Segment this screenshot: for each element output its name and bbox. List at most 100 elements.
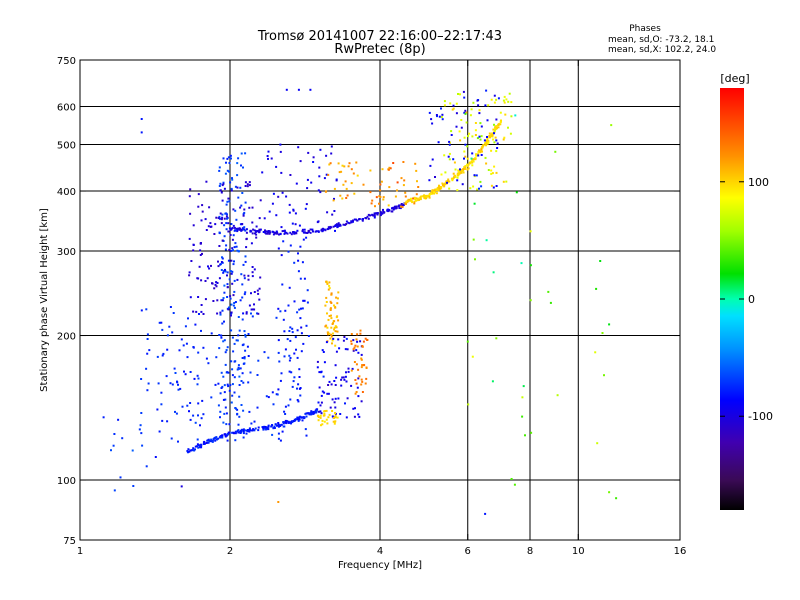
data-point bbox=[449, 102, 452, 105]
data-point bbox=[478, 187, 480, 190]
data-point bbox=[273, 232, 276, 234]
data-point bbox=[257, 312, 260, 315]
data-point bbox=[402, 204, 405, 206]
data-point bbox=[207, 225, 210, 228]
data-point bbox=[286, 338, 289, 341]
data-point bbox=[334, 330, 337, 333]
data-point bbox=[219, 435, 222, 438]
data-point bbox=[112, 444, 115, 447]
data-point bbox=[226, 169, 229, 172]
data-point bbox=[196, 438, 199, 441]
data-point bbox=[450, 134, 453, 136]
data-point bbox=[336, 302, 339, 305]
data-point bbox=[330, 326, 333, 329]
data-point bbox=[484, 512, 487, 515]
data-point bbox=[357, 377, 360, 380]
data-point bbox=[194, 445, 197, 448]
data-point bbox=[233, 376, 236, 379]
data-point bbox=[448, 140, 451, 143]
data-point bbox=[452, 158, 455, 161]
data-point bbox=[231, 336, 234, 339]
data-point bbox=[457, 93, 459, 95]
data-point bbox=[225, 434, 228, 437]
data-point bbox=[233, 302, 236, 304]
data-point bbox=[217, 217, 220, 220]
data-point bbox=[201, 204, 204, 207]
data-point bbox=[360, 358, 363, 361]
data-point bbox=[237, 334, 240, 337]
data-point bbox=[459, 139, 462, 142]
data-point bbox=[296, 356, 299, 359]
data-point bbox=[248, 184, 251, 187]
data-point bbox=[334, 406, 337, 409]
data-point bbox=[229, 228, 232, 231]
data-point bbox=[487, 104, 490, 107]
data-point bbox=[233, 391, 236, 394]
data-point bbox=[346, 397, 349, 400]
data-point bbox=[239, 223, 242, 226]
data-point bbox=[199, 249, 202, 252]
data-point bbox=[318, 175, 321, 178]
data-point bbox=[464, 143, 467, 146]
data-point bbox=[236, 162, 239, 165]
colorbar-ticks: 100 0 -100 bbox=[720, 176, 773, 423]
data-point bbox=[447, 155, 450, 158]
data-point bbox=[379, 189, 382, 192]
data-point bbox=[291, 327, 294, 330]
data-point bbox=[440, 116, 443, 118]
data-point bbox=[242, 166, 244, 169]
data-point bbox=[225, 203, 228, 206]
data-point bbox=[259, 276, 262, 279]
data-point bbox=[347, 165, 350, 168]
data-point bbox=[347, 367, 350, 370]
data-point bbox=[240, 404, 243, 406]
data-point bbox=[447, 178, 450, 181]
data-point bbox=[193, 449, 196, 452]
data-point bbox=[225, 228, 228, 231]
data-point bbox=[413, 197, 416, 200]
data-point bbox=[228, 423, 231, 426]
data-point bbox=[444, 171, 447, 174]
data-point bbox=[215, 436, 218, 439]
data-point bbox=[160, 391, 163, 394]
data-point bbox=[323, 412, 326, 415]
data-point bbox=[229, 295, 232, 298]
data-point bbox=[199, 424, 201, 427]
data-point bbox=[233, 226, 236, 229]
data-point bbox=[216, 312, 219, 315]
data-point bbox=[336, 225, 339, 228]
data-point bbox=[482, 144, 485, 147]
data-point bbox=[245, 312, 248, 315]
data-point bbox=[289, 174, 292, 176]
data-point bbox=[298, 376, 301, 378]
x-tick-label: 8 bbox=[527, 546, 533, 557]
data-point bbox=[214, 223, 217, 226]
data-point bbox=[369, 191, 372, 194]
data-point bbox=[230, 272, 233, 275]
data-point bbox=[316, 221, 319, 224]
data-point bbox=[256, 374, 259, 376]
data-point bbox=[323, 177, 326, 180]
data-point bbox=[161, 354, 164, 357]
data-point bbox=[297, 417, 300, 420]
data-point bbox=[329, 337, 332, 340]
data-point bbox=[213, 233, 216, 235]
data-point bbox=[330, 383, 333, 386]
data-point bbox=[156, 408, 159, 411]
data-point bbox=[338, 171, 341, 174]
data-point bbox=[347, 221, 350, 224]
data-point bbox=[207, 439, 210, 442]
data-point bbox=[493, 123, 495, 126]
data-point bbox=[356, 345, 359, 348]
data-point bbox=[319, 404, 322, 407]
data-point bbox=[524, 434, 526, 437]
data-point bbox=[431, 158, 434, 161]
data-point bbox=[185, 342, 188, 345]
data-point bbox=[268, 210, 271, 213]
data-point bbox=[226, 383, 229, 386]
data-point bbox=[232, 249, 234, 252]
data-point bbox=[224, 435, 227, 438]
data-point bbox=[333, 380, 336, 382]
data-point bbox=[492, 128, 495, 131]
data-point bbox=[474, 122, 477, 124]
